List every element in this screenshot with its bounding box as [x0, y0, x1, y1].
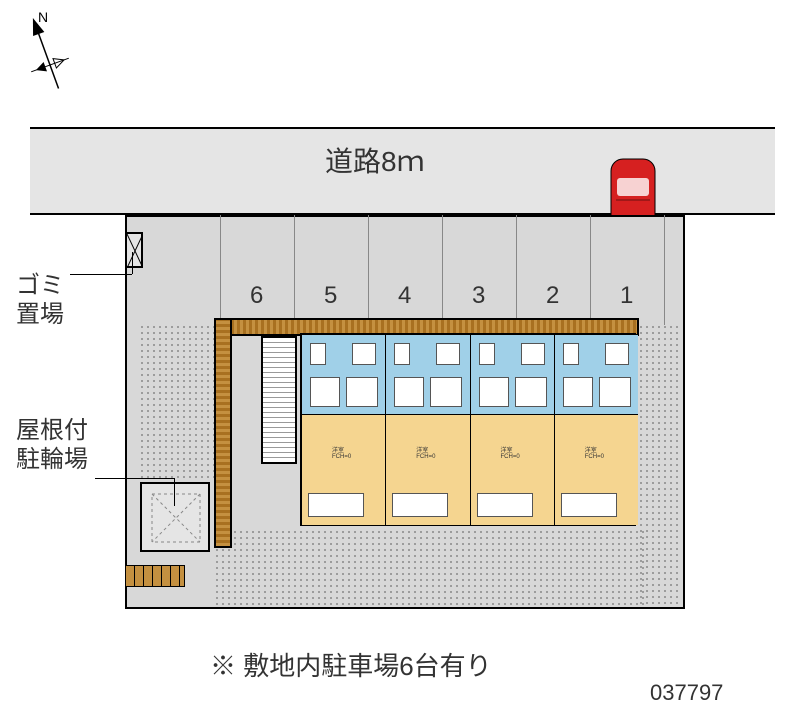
- gravel-area: [639, 325, 681, 605]
- parking-number: 3: [472, 282, 485, 310]
- label-connector: [174, 478, 175, 506]
- parking-divider: [220, 215, 221, 325]
- fixture-icon: [605, 343, 629, 365]
- building: 洋室FCH=0 洋室FCH=0: [300, 333, 636, 526]
- site-plan-diagram: N 道路8ｍ 6 5 4 3 2 1: [0, 0, 800, 727]
- fixture-icon: [436, 343, 460, 365]
- fixture-icon: [308, 493, 364, 517]
- parking-divider: [294, 215, 295, 325]
- fixture-icon: [477, 493, 533, 517]
- fixture-icon: [352, 343, 376, 365]
- trash-label: ゴミ置場: [16, 272, 64, 330]
- unit-room: 洋室FCH=0: [471, 415, 554, 525]
- unit: 洋室FCH=0: [471, 335, 555, 525]
- fixture-icon: [599, 377, 631, 407]
- label-connector: [132, 252, 133, 274]
- fixture-icon: [563, 377, 593, 407]
- gravel-area: [140, 325, 215, 480]
- parking-number: 4: [398, 282, 411, 310]
- walkway-vertical: [214, 318, 232, 548]
- unit-wet-area: [471, 335, 554, 415]
- unit-room: 洋室FCH=0: [555, 415, 638, 525]
- room-label: 洋室FCH=0: [501, 445, 520, 460]
- road-top-line: [30, 127, 775, 129]
- fixture-icon: [430, 377, 462, 407]
- fixture-icon: [310, 377, 340, 407]
- fixture-icon: [479, 343, 495, 365]
- stairs: [261, 336, 297, 464]
- fixture-icon: [392, 493, 448, 517]
- fixture-icon: [561, 493, 617, 517]
- room-label: 洋室FCH=0: [585, 445, 604, 460]
- unit-row: 洋室FCH=0 洋室FCH=0: [302, 335, 638, 525]
- unit-wet-area: [386, 335, 469, 415]
- bike-label: 屋根付駐輪場: [16, 417, 88, 475]
- unit: 洋室FCH=0: [555, 335, 638, 525]
- parking-number: 2: [546, 282, 559, 310]
- unit-room: 洋室FCH=0: [302, 415, 385, 525]
- parking-divider: [442, 215, 443, 325]
- gravel-area: [215, 530, 645, 605]
- parking-number: 6: [250, 282, 263, 310]
- compass-icon: N: [10, 10, 90, 100]
- parking-divider: [516, 215, 517, 325]
- crates-icon: [125, 565, 185, 587]
- fixture-icon: [479, 377, 509, 407]
- label-connector: [70, 274, 132, 275]
- unit-room: 洋室FCH=0: [386, 415, 469, 525]
- unit-wet-area: [302, 335, 385, 415]
- parking-divider: [368, 215, 369, 325]
- fixture-icon: [521, 343, 545, 365]
- fixture-icon: [310, 343, 326, 365]
- unit-wet-area: [555, 335, 638, 415]
- unit: 洋室FCH=0: [386, 335, 470, 525]
- fixture-icon: [394, 377, 424, 407]
- fixture-icon: [515, 377, 547, 407]
- trash-area: [125, 232, 143, 268]
- fixture-icon: [563, 343, 579, 365]
- fixture-icon: [346, 377, 378, 407]
- fixture-icon: [394, 343, 410, 365]
- bike-parking: [140, 482, 210, 552]
- unit: 洋室FCH=0: [302, 335, 386, 525]
- room-label: 洋室FCH=0: [332, 445, 351, 460]
- document-id: 037797: [650, 680, 723, 706]
- parking-divider: [664, 215, 665, 325]
- label-connector: [95, 478, 175, 479]
- compass-letter: N: [38, 10, 48, 25]
- road-label: 道路8ｍ: [325, 140, 425, 180]
- parking-number: 1: [620, 282, 633, 310]
- parking-divider: [590, 215, 591, 325]
- footer-note: ※ 敷地内駐車場6台有り: [210, 646, 492, 683]
- room-label: 洋室FCH=0: [416, 445, 435, 460]
- parking-number: 5: [324, 282, 337, 310]
